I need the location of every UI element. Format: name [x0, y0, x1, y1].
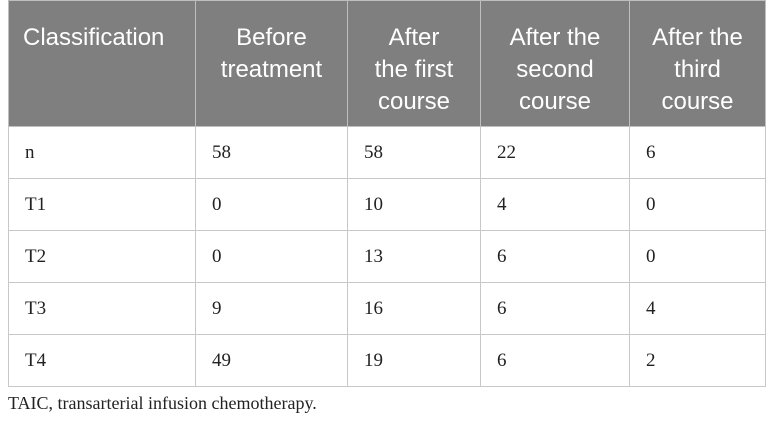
- header-line: After the: [509, 24, 601, 51]
- header-cell: Before treatment: [195, 0, 348, 127]
- data-table: Classification Before treatment After the fi…: [8, 0, 766, 387]
- table-row: T4 49 19 6 2: [8, 334, 766, 387]
- table-cell: 9: [195, 282, 348, 335]
- table-cell: 22: [480, 126, 630, 179]
- table-cell: 4: [480, 178, 630, 231]
- table-cell: 0: [629, 230, 766, 283]
- table-row: n 58 58 22 6: [8, 126, 766, 179]
- table-cell: 16: [347, 282, 481, 335]
- header-line: the first: [374, 56, 454, 83]
- table-cell: 49: [195, 334, 348, 387]
- table-cell: 6: [480, 282, 630, 335]
- table-row: T2 0 13 6 0: [8, 230, 766, 283]
- table-cell: 58: [347, 126, 481, 179]
- table-row: T3 9 16 6 4: [8, 282, 766, 335]
- header-line: third: [674, 56, 721, 83]
- table-cell: 6: [480, 334, 630, 387]
- table-header: Classification Before treatment After the fi…: [8, 0, 766, 127]
- table-cell: 6: [480, 230, 630, 283]
- header-line: course: [377, 88, 451, 115]
- table-cell: 13: [347, 230, 481, 283]
- header-line: After the: [652, 24, 743, 51]
- table-cell: 19: [347, 334, 481, 387]
- header-line: course: [661, 88, 734, 115]
- header-line: second: [516, 56, 594, 83]
- header-cell: After the second course: [480, 0, 630, 127]
- table-cell: 0: [629, 178, 766, 231]
- header-row: Classification Before treatment After the fi…: [8, 0, 766, 127]
- table-cell: T3: [8, 282, 196, 335]
- header-line: Classification: [23, 24, 165, 51]
- table-cell: 4: [629, 282, 766, 335]
- header-line: treatment: [220, 56, 323, 83]
- header-line: course: [518, 88, 592, 115]
- table-cell: 0: [195, 230, 348, 283]
- header-cell: Classification: [8, 0, 196, 127]
- table-cell: n: [8, 126, 196, 179]
- header-cell: After the first course: [347, 0, 481, 127]
- header-line: After: [388, 24, 440, 51]
- table-cell: T1: [8, 178, 196, 231]
- table-cell: 2: [629, 334, 766, 387]
- table-row: T1 0 10 4 0: [8, 178, 766, 231]
- table-body: n 58 58 22 6 T1 0 10 4 0 T2 0 13 6 0 T3 9 16 6 4 T4 49 19 6 2: [8, 126, 766, 387]
- table-cell: T4: [8, 334, 196, 387]
- table-cell: 0: [195, 178, 348, 231]
- table-cell: T2: [8, 230, 196, 283]
- header-cell: After the third course: [629, 0, 766, 127]
- table-cell: 10: [347, 178, 481, 231]
- header-line: Before: [236, 24, 307, 51]
- footnote: TAIC, transarterial infusion chemotherap…: [8, 393, 317, 413]
- table-cell: 58: [195, 126, 348, 179]
- table-cell: 6: [629, 126, 766, 179]
